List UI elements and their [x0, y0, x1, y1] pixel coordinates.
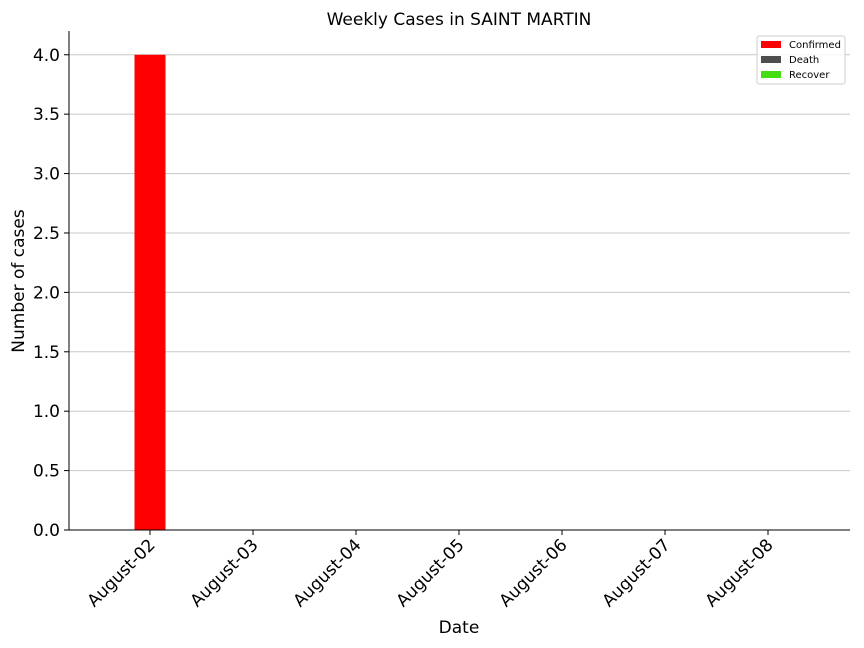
x-tick-label: August-03	[187, 535, 263, 611]
bar-confirmed-august-02	[134, 54, 166, 531]
legend: Confirmed Death Recover	[756, 35, 846, 85]
x-tick-label: August-05	[393, 535, 469, 611]
legend-swatch-death	[761, 56, 781, 63]
chart-title: Weekly Cases in SAINT MARTIN	[327, 10, 592, 30]
y-tick-label: 0.0	[33, 521, 60, 541]
x-ticks: August-02 August-03 August-04 August-05 Augu…	[84, 530, 778, 611]
y-tick-label: 3.5	[33, 105, 60, 125]
y-tick-label: 2.5	[33, 224, 60, 244]
x-tick-label: August-08	[702, 535, 778, 611]
legend-swatch-confirmed	[761, 41, 781, 48]
bars	[134, 54, 166, 531]
legend-swatch-recover	[761, 71, 781, 78]
y-tick-label: 2.0	[33, 283, 60, 303]
gridlines	[69, 54, 850, 531]
y-tick-label: 0.5	[33, 462, 60, 482]
x-tick-label: August-02	[84, 535, 160, 611]
x-axis-label: Date	[439, 618, 480, 638]
legend-label-death: Death	[789, 55, 819, 66]
y-tick-label: 1.0	[33, 402, 60, 422]
legend-label-confirmed: Confirmed	[789, 40, 841, 51]
y-tick-label: 3.0	[33, 165, 60, 185]
y-tick-label: 4.0	[33, 46, 60, 66]
legend-label-recover: Recover	[789, 70, 830, 81]
x-tick-label: August-07	[599, 535, 675, 611]
y-tick-label: 1.5	[33, 343, 60, 363]
y-ticks: 0.0 0.5 1.0 1.5 2.0 2.5 3.0 3.5 4.0	[33, 46, 69, 541]
x-tick-label: August-06	[496, 535, 572, 611]
x-tick-label: August-04	[290, 535, 366, 611]
y-axis-label: Number of cases	[9, 209, 29, 353]
